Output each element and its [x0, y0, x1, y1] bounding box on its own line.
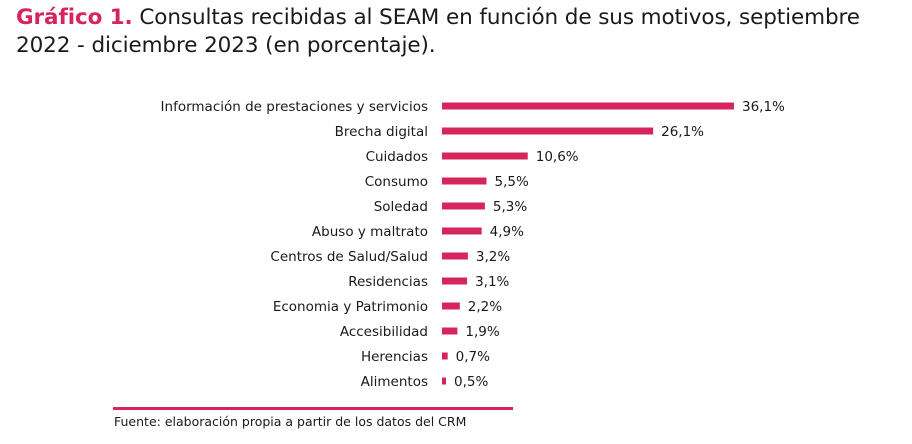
chart-title: Gráfico 1. Consultas recibidas al SEAM e…: [16, 4, 901, 60]
bar: [442, 252, 468, 260]
chart-title-prefix: Gráfico 1.: [16, 5, 133, 30]
value-label: 3,2%: [476, 249, 510, 265]
value-label: 1,9%: [465, 324, 499, 340]
bar-chart: Información de prestaciones y servicios 3…: [161, 99, 786, 390]
value-label: 5,3%: [493, 199, 527, 215]
value-label: 0,7%: [456, 349, 490, 365]
category-label: Herencias: [361, 349, 428, 365]
value-label: 2,2%: [468, 299, 502, 315]
bar: [442, 127, 654, 135]
bar: [442, 227, 482, 235]
value-label: 4,9%: [490, 224, 524, 240]
category-label: Accesibilidad: [340, 324, 428, 340]
bar: [442, 202, 485, 210]
category-label: Residencias: [348, 274, 428, 290]
bar: [442, 277, 468, 285]
source-note: Fuente: elaboración propia a partir de l…: [114, 414, 467, 429]
category-label: Centros de Salud/Salud: [270, 249, 428, 265]
value-label: 0,5%: [454, 374, 488, 390]
category-label: Economia y Patrimonio: [273, 299, 428, 315]
category-label: Alimentos: [361, 374, 428, 390]
bar: [442, 352, 448, 360]
value-label: 10,6%: [536, 149, 579, 165]
category-label: Brecha digital: [335, 124, 428, 140]
value-label: 36,1%: [742, 99, 785, 115]
chart-title-text: Consultas recibidas al SEAM en función d…: [16, 5, 860, 58]
bar: [442, 152, 528, 160]
category-label: Consumo: [365, 174, 428, 190]
category-label: Abuso y maltrato: [312, 224, 428, 240]
value-label: 3,1%: [475, 274, 509, 290]
bar: [442, 377, 447, 385]
source-divider: [113, 407, 513, 410]
category-label: Información de prestaciones y servicios: [161, 99, 428, 115]
bar: [442, 102, 734, 110]
bar: [442, 302, 460, 310]
bar: [442, 327, 458, 335]
value-label: 26,1%: [661, 124, 704, 140]
value-label: 5,5%: [494, 174, 528, 190]
category-label: Cuidados: [366, 149, 428, 165]
bar: [442, 177, 487, 185]
category-label: Soledad: [374, 199, 428, 215]
